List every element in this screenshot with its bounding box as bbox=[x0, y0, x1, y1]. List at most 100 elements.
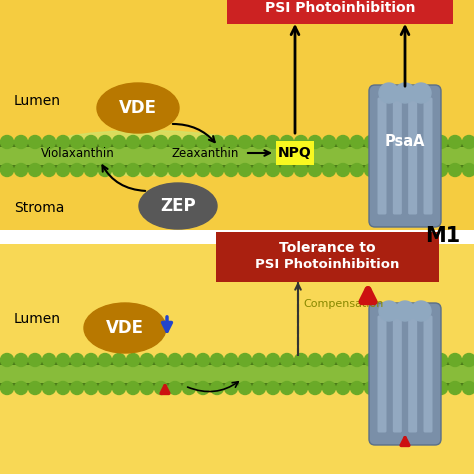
Circle shape bbox=[365, 164, 377, 176]
Bar bbox=[0, 360, 474, 388]
FancyBboxPatch shape bbox=[377, 316, 386, 432]
Text: Compensation: Compensation bbox=[303, 299, 383, 309]
Circle shape bbox=[411, 83, 431, 103]
Circle shape bbox=[365, 136, 377, 148]
Circle shape bbox=[15, 354, 27, 366]
Circle shape bbox=[28, 164, 42, 176]
Text: Lumen: Lumen bbox=[14, 94, 61, 108]
Circle shape bbox=[112, 164, 126, 176]
Circle shape bbox=[127, 382, 139, 394]
Circle shape bbox=[281, 354, 293, 366]
Circle shape bbox=[210, 164, 224, 176]
Circle shape bbox=[84, 164, 98, 176]
Circle shape bbox=[294, 164, 308, 176]
Circle shape bbox=[266, 136, 280, 148]
Circle shape bbox=[435, 382, 447, 394]
Circle shape bbox=[463, 164, 474, 176]
FancyBboxPatch shape bbox=[423, 316, 432, 432]
Text: Violaxanthin: Violaxanthin bbox=[41, 146, 115, 159]
Circle shape bbox=[238, 164, 252, 176]
FancyBboxPatch shape bbox=[276, 141, 314, 165]
Circle shape bbox=[155, 164, 167, 176]
Circle shape bbox=[411, 301, 431, 321]
Circle shape bbox=[407, 136, 419, 148]
Circle shape bbox=[225, 164, 237, 176]
FancyBboxPatch shape bbox=[408, 316, 417, 432]
Circle shape bbox=[281, 164, 293, 176]
Text: VDE: VDE bbox=[119, 99, 157, 117]
Circle shape bbox=[337, 164, 349, 176]
Bar bbox=[0, 237, 474, 474]
Text: NPQ: NPQ bbox=[278, 146, 312, 160]
Circle shape bbox=[322, 136, 336, 148]
Bar bbox=[0, 165, 474, 170]
Circle shape bbox=[420, 136, 434, 148]
Circle shape bbox=[365, 382, 377, 394]
Text: PSI: PSI bbox=[393, 237, 417, 252]
Ellipse shape bbox=[139, 183, 217, 229]
Text: M1: M1 bbox=[425, 226, 460, 246]
Circle shape bbox=[337, 382, 349, 394]
Circle shape bbox=[168, 136, 182, 148]
Circle shape bbox=[99, 354, 111, 366]
Circle shape bbox=[309, 354, 321, 366]
Circle shape bbox=[168, 382, 182, 394]
Text: PSI Photoinhibition: PSI Photoinhibition bbox=[255, 258, 399, 272]
Bar bbox=[0, 142, 474, 170]
Circle shape bbox=[112, 136, 126, 148]
Circle shape bbox=[448, 354, 462, 366]
Circle shape bbox=[253, 164, 265, 176]
Circle shape bbox=[350, 354, 364, 366]
Circle shape bbox=[392, 164, 405, 176]
Circle shape bbox=[155, 136, 167, 148]
Circle shape bbox=[266, 354, 280, 366]
Circle shape bbox=[322, 354, 336, 366]
FancyBboxPatch shape bbox=[393, 316, 402, 432]
Circle shape bbox=[15, 382, 27, 394]
Circle shape bbox=[15, 136, 27, 148]
Circle shape bbox=[182, 136, 195, 148]
Circle shape bbox=[448, 382, 462, 394]
Circle shape bbox=[337, 354, 349, 366]
Circle shape bbox=[266, 164, 280, 176]
Text: PsaA: PsaA bbox=[385, 134, 425, 148]
Circle shape bbox=[15, 164, 27, 176]
Circle shape bbox=[155, 382, 167, 394]
Circle shape bbox=[210, 382, 224, 394]
Circle shape bbox=[266, 382, 280, 394]
Circle shape bbox=[322, 382, 336, 394]
Bar bbox=[0, 383, 474, 388]
Circle shape bbox=[253, 136, 265, 148]
Text: Stroma: Stroma bbox=[14, 201, 64, 215]
Text: Tolerance to: Tolerance to bbox=[279, 241, 375, 255]
Circle shape bbox=[225, 354, 237, 366]
Circle shape bbox=[395, 83, 415, 103]
Circle shape bbox=[407, 382, 419, 394]
Circle shape bbox=[350, 136, 364, 148]
Circle shape bbox=[463, 354, 474, 366]
Circle shape bbox=[294, 136, 308, 148]
Circle shape bbox=[379, 164, 392, 176]
Circle shape bbox=[309, 164, 321, 176]
Circle shape bbox=[448, 164, 462, 176]
Circle shape bbox=[140, 136, 154, 148]
Circle shape bbox=[43, 382, 55, 394]
Bar bbox=[0, 142, 474, 147]
Circle shape bbox=[392, 136, 405, 148]
Circle shape bbox=[309, 382, 321, 394]
Text: VDE: VDE bbox=[106, 319, 144, 337]
Circle shape bbox=[365, 354, 377, 366]
Circle shape bbox=[238, 382, 252, 394]
Circle shape bbox=[350, 164, 364, 176]
Circle shape bbox=[71, 354, 83, 366]
Circle shape bbox=[463, 382, 474, 394]
FancyBboxPatch shape bbox=[216, 232, 439, 282]
Circle shape bbox=[182, 382, 195, 394]
Circle shape bbox=[84, 382, 98, 394]
Circle shape bbox=[112, 382, 126, 394]
Circle shape bbox=[379, 301, 399, 321]
Circle shape bbox=[71, 164, 83, 176]
Circle shape bbox=[197, 382, 210, 394]
Circle shape bbox=[0, 164, 13, 176]
Circle shape bbox=[56, 136, 70, 148]
